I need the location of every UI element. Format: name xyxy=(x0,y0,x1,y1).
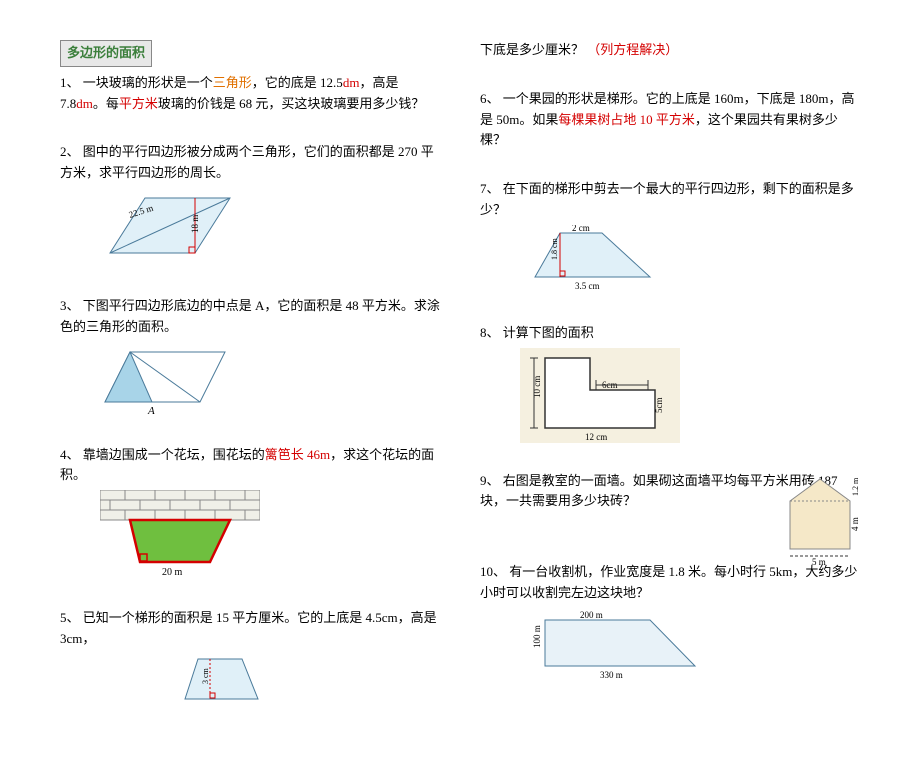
q4-figure: 20 m xyxy=(100,490,440,580)
q4-t1: 靠墙边围成一个花坛，围花坛的 xyxy=(83,447,265,462)
q7-num: 7、 xyxy=(480,181,500,196)
q1-sqm: 平方米 xyxy=(119,96,158,111)
q3-text: 下图平行四边形底边的中点是 A，它的面积是 48 平方米。求涂色的三角形的面积。 xyxy=(60,298,440,334)
q5-figure: 3 cm xyxy=(180,654,440,709)
question-5b: 下底是多少厘米？ （列方程解决） xyxy=(480,40,860,61)
svg-text:1.2 m: 1.2 m xyxy=(851,477,860,496)
q1-t2: ，它的底是 12.5 xyxy=(252,75,343,90)
q1-t1: 一块玻璃的形状是一个 xyxy=(83,75,213,90)
q1-t5: 玻璃的价钱是 68 元，买这块玻璃要用多少钱？ xyxy=(158,96,425,111)
question-3: 3、 下图平行四边形底边的中点是 A，它的面积是 48 平方米。求涂色的三角形的… xyxy=(60,296,440,417)
q1-triangle: 三角形 xyxy=(213,75,252,90)
left-column: 多边形的面积 1、 一块玻璃的形状是一个三角形，它的底是 12.5dm，高是 7… xyxy=(60,40,440,737)
q4-fence: 篱笆长 46m xyxy=(265,447,330,462)
svg-text:3 cm: 3 cm xyxy=(201,667,210,684)
q1-num: 1、 xyxy=(60,75,80,90)
question-6: 6、 一个果园的形状是梯形。它的上底是 160m，下底是 180m，高是 50m… xyxy=(480,89,860,151)
section-title: 多边形的面积 xyxy=(60,40,152,67)
q6-num: 6、 xyxy=(480,91,500,106)
svg-text:100 m: 100 m xyxy=(532,625,542,648)
q5b-t1: 下底是多少厘米？ xyxy=(480,42,584,57)
svg-text:200 m: 200 m xyxy=(580,610,603,620)
svg-text:18 m: 18 m xyxy=(190,215,200,233)
q10-num: 10、 xyxy=(480,564,506,579)
question-4: 4、 靠墙边围成一个花坛，围花坛的篱笆长 46m，求这个花坛的面积。 20 m xyxy=(60,445,440,581)
question-7: 7、 在下面的梯形中剪去一个最大的平行四边形，剩下的面积是多少？ 2 cm 1.… xyxy=(480,179,860,295)
svg-text:4 m: 4 m xyxy=(850,517,860,531)
q5-num: 5、 xyxy=(60,610,80,625)
svg-text:2 cm: 2 cm xyxy=(572,225,590,233)
svg-text:5 m: 5 m xyxy=(812,557,826,566)
svg-text:3.5 cm: 3.5 cm xyxy=(575,281,600,291)
right-column: 下底是多少厘米？ （列方程解决） 6、 一个果园的形状是梯形。它的上底是 160… xyxy=(480,40,860,737)
q3-figure: A xyxy=(100,342,440,417)
question-9: 9、 右图是教室的一面墙。如果砌这面墙平均每平方米用砖 187 块，一共需要用多… xyxy=(480,471,860,513)
question-5: 5、 已知一个梯形的面积是 15 平方厘米。它的上底是 4.5cm，高是 3cm… xyxy=(60,608,440,709)
q3-num: 3、 xyxy=(60,298,80,313)
question-2: 2、 图中的平行四边形被分成两个三角形，它们的面积都是 270 平方米，求平行四… xyxy=(60,142,440,268)
question-1: 1、 一块玻璃的形状是一个三角形，它的底是 12.5dm，高是 7.8dm。每平… xyxy=(60,73,440,115)
svg-text:20 m: 20 m xyxy=(162,567,183,578)
q2-num: 2、 xyxy=(60,144,80,159)
q7-figure: 2 cm 1.8 cm 3.5 cm xyxy=(520,225,860,295)
q2-text: 图中的平行四边形被分成两个三角形，它们的面积都是 270 平方米，求平行四边形的… xyxy=(60,144,434,180)
q9-figure: 1.2 m 4 m 5 m xyxy=(780,471,870,566)
svg-text:1.8 cm: 1.8 cm xyxy=(550,237,559,260)
q2-figure: 22.5 m 18 m xyxy=(100,188,440,268)
q1-t4: 。每 xyxy=(93,96,119,111)
q7-text: 在下面的梯形中剪去一个最大的平行四边形，剩下的面积是多少？ xyxy=(480,181,854,217)
svg-text:12 cm: 12 cm xyxy=(585,432,607,442)
q10-figure: 200 m 100 m 330 m xyxy=(520,608,860,683)
question-8: 8、 计算下图的面积 6cm 5cm 12 cm 10 cm xyxy=(480,323,860,443)
q9-num: 9、 xyxy=(480,473,500,488)
q8-figure: 6cm 5cm 12 cm 10 cm xyxy=(520,348,860,443)
svg-text:A: A xyxy=(147,405,155,417)
q10-text: 有一台收割机，作业宽度是 1.8 米。每小时行 5km，大约多少小时可以收割完左… xyxy=(480,564,857,600)
q1-dm1: dm xyxy=(343,75,360,90)
svg-text:330 m: 330 m xyxy=(600,670,623,680)
q5-text: 已知一个梯形的面积是 15 平方厘米。它的上底是 4.5cm，高是 3cm， xyxy=(60,610,437,646)
q1-dm2: dm xyxy=(76,96,93,111)
q4-num: 4、 xyxy=(60,447,80,462)
q5b-eq: （列方程解决） xyxy=(587,42,678,57)
q8-text: 计算下图的面积 xyxy=(503,325,594,340)
question-10: 10、 有一台收割机，作业宽度是 1.8 米。每小时行 5km，大约多少小时可以… xyxy=(480,562,860,683)
q8-num: 8、 xyxy=(480,325,500,340)
q6-tree: 每棵果树占地 10 平方米 xyxy=(558,112,695,127)
svg-text:5cm: 5cm xyxy=(654,397,664,413)
